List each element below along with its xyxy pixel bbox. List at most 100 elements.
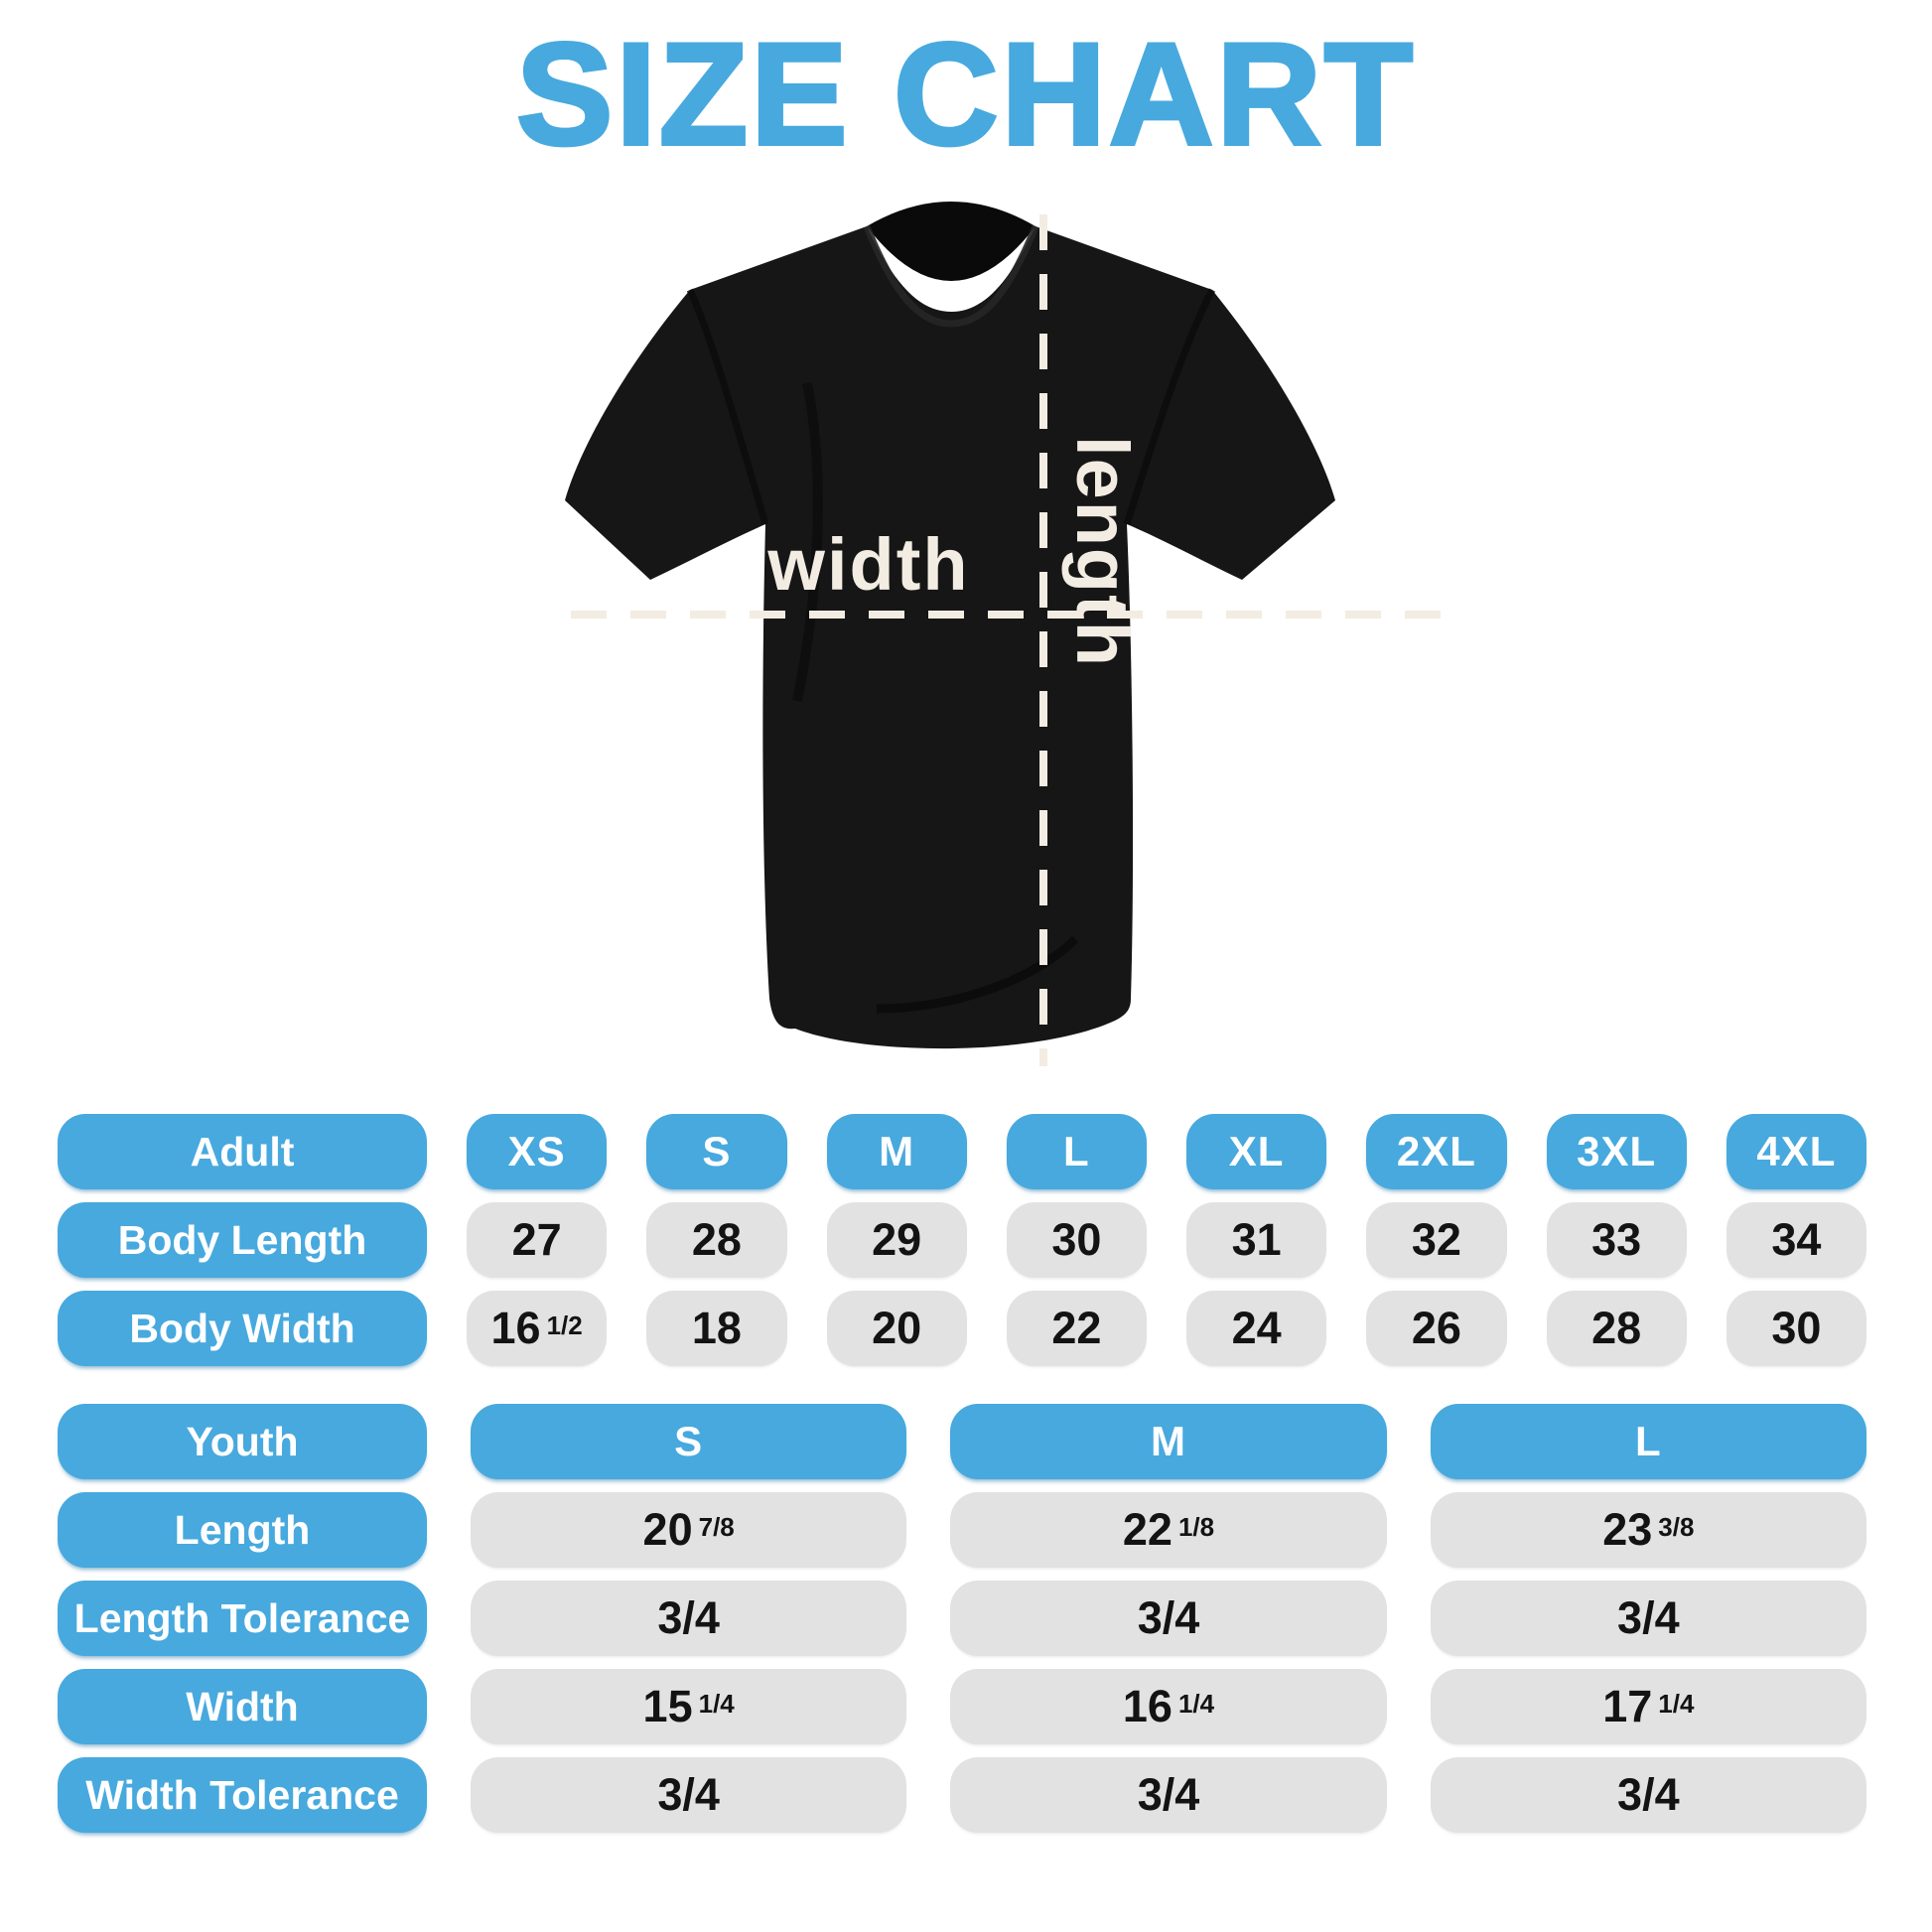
value-pill: 3/4 [471, 1757, 907, 1833]
cell-value: 29 [872, 1214, 922, 1265]
row-label: Length Tolerance [73, 1594, 411, 1641]
value-pill: 26 [1366, 1291, 1507, 1366]
row-label: Body Width [129, 1305, 355, 1351]
cell-value: 22 [1051, 1303, 1102, 1353]
adult-size-table: Adult XS S M L XL 2XL 3XL 4XL Body Length 27 28 29 30… [58, 1114, 1866, 1366]
row-label-pill: Body Width [58, 1291, 427, 1366]
row-label-pill: Width [58, 1669, 427, 1744]
cell-fraction: 1/2 [546, 1310, 583, 1340]
cell-value: 27 [511, 1214, 562, 1265]
cell-value: 3/4 [1137, 1769, 1200, 1820]
value-pill: 18 [646, 1291, 787, 1366]
cell-value: 32 [1411, 1214, 1461, 1265]
cell-fraction: 1/8 [1177, 1511, 1215, 1542]
value-pill: 16 1/2 [467, 1291, 608, 1366]
value-pill: 3/4 [471, 1581, 907, 1656]
size-header-text: 2XL [1396, 1128, 1476, 1174]
cell-value: 16 [1122, 1681, 1173, 1731]
cell-value: 3/4 [1617, 1592, 1680, 1643]
tshirt-left-sleeve-seam [686, 288, 769, 525]
tshirt-fold [876, 935, 1079, 1014]
tshirt-collar [867, 202, 1035, 281]
cell-value: 26 [1411, 1303, 1461, 1353]
tshirt-image: width length [565, 202, 1452, 1066]
value-pill: 29 [826, 1202, 967, 1278]
cell-value: 24 [1231, 1303, 1282, 1353]
value-pill: 16 1/4 [950, 1669, 1387, 1744]
row-label: Width Tolerance [85, 1771, 399, 1818]
size-header-text: M [879, 1128, 915, 1174]
size-header-pill: M [950, 1404, 1387, 1479]
value-pill: 22 [1006, 1291, 1147, 1366]
size-tables: Adult XS S M L XL 2XL 3XL 4XL Body Length 27 28 29 30… [0, 1078, 1932, 1833]
cell-value: 3/4 [1617, 1769, 1680, 1820]
size-header-pill: S [646, 1114, 787, 1189]
cell-value: 34 [1771, 1214, 1822, 1265]
row-header-label-pill: Youth [58, 1404, 427, 1479]
cell-value: 3/4 [657, 1769, 720, 1820]
value-pill: 17 1/4 [1430, 1669, 1866, 1744]
value-pill: 34 [1725, 1202, 1866, 1278]
value-pill: 32 [1366, 1202, 1507, 1278]
size-header-pill: M [826, 1114, 967, 1189]
size-header-pill: XS [467, 1114, 608, 1189]
size-header-pill: 2XL [1366, 1114, 1507, 1189]
page-title: SIZE CHART [514, 13, 1416, 175]
cell-value: 28 [691, 1214, 742, 1265]
row-header-label: Youth [186, 1418, 299, 1464]
size-header-text: S [674, 1418, 704, 1464]
cell-value: 28 [1591, 1303, 1642, 1353]
cell-value: 20 [872, 1303, 922, 1353]
value-pill: 3/4 [950, 1581, 1387, 1656]
cell-value: 20 [642, 1504, 693, 1555]
tshirt-measurement-diagram: width length [480, 185, 1452, 1078]
value-pill: 33 [1546, 1202, 1687, 1278]
size-header-text: S [702, 1128, 732, 1174]
cell-value: 15 [642, 1681, 693, 1731]
value-pill: 23 3/8 [1430, 1492, 1866, 1568]
cell-fraction: 1/4 [698, 1688, 735, 1719]
tshirt-collar-rib [863, 224, 1039, 328]
value-pill: 20 7/8 [471, 1492, 907, 1568]
value-pill: 15 1/4 [471, 1669, 907, 1744]
cell-value: 22 [1122, 1504, 1173, 1555]
row-label: Width [186, 1683, 299, 1729]
value-pill: 22 1/8 [950, 1492, 1387, 1568]
value-pill: 30 [1725, 1291, 1866, 1366]
width-label: width [766, 523, 969, 606]
value-pill: 24 [1186, 1291, 1327, 1366]
row-label-pill: Length Tolerance [58, 1581, 427, 1656]
size-header-pill: 4XL [1725, 1114, 1866, 1189]
row-header-label: Adult [190, 1128, 295, 1174]
cell-value: 16 [490, 1303, 541, 1353]
cell-fraction: 1/4 [1658, 1688, 1695, 1719]
cell-value: 3/4 [1137, 1592, 1200, 1643]
row-header-label-pill: Adult [58, 1114, 427, 1189]
row-label-pill: Body Length [58, 1202, 427, 1278]
cell-value: 33 [1591, 1214, 1642, 1265]
row-label-pill: Length [58, 1492, 427, 1568]
row-label: Body Length [117, 1216, 367, 1263]
value-pill: 30 [1006, 1202, 1147, 1278]
value-pill: 27 [467, 1202, 608, 1278]
cell-value: 3/4 [657, 1592, 720, 1643]
row-label-pill: Width Tolerance [58, 1757, 427, 1833]
size-header-text: L [1063, 1128, 1090, 1174]
cell-fraction: 1/4 [1177, 1688, 1215, 1719]
size-header-text: 4XL [1756, 1128, 1837, 1174]
value-pill: 31 [1186, 1202, 1327, 1278]
tshirt-body [565, 226, 1335, 1049]
tshirt-right-sleeve-seam [1123, 288, 1216, 526]
cell-value: 31 [1231, 1214, 1282, 1265]
size-header-text: 3XL [1577, 1128, 1657, 1174]
cell-value: 30 [1051, 1214, 1102, 1265]
size-header-text: XL [1228, 1128, 1285, 1174]
cell-fraction: 3/8 [1658, 1511, 1695, 1542]
size-header-pill: L [1430, 1404, 1866, 1479]
value-pill: 28 [646, 1202, 787, 1278]
size-header-pill: XL [1186, 1114, 1327, 1189]
value-pill: 28 [1546, 1291, 1687, 1366]
size-header-text: M [1150, 1418, 1186, 1464]
size-header-pill: 3XL [1546, 1114, 1687, 1189]
